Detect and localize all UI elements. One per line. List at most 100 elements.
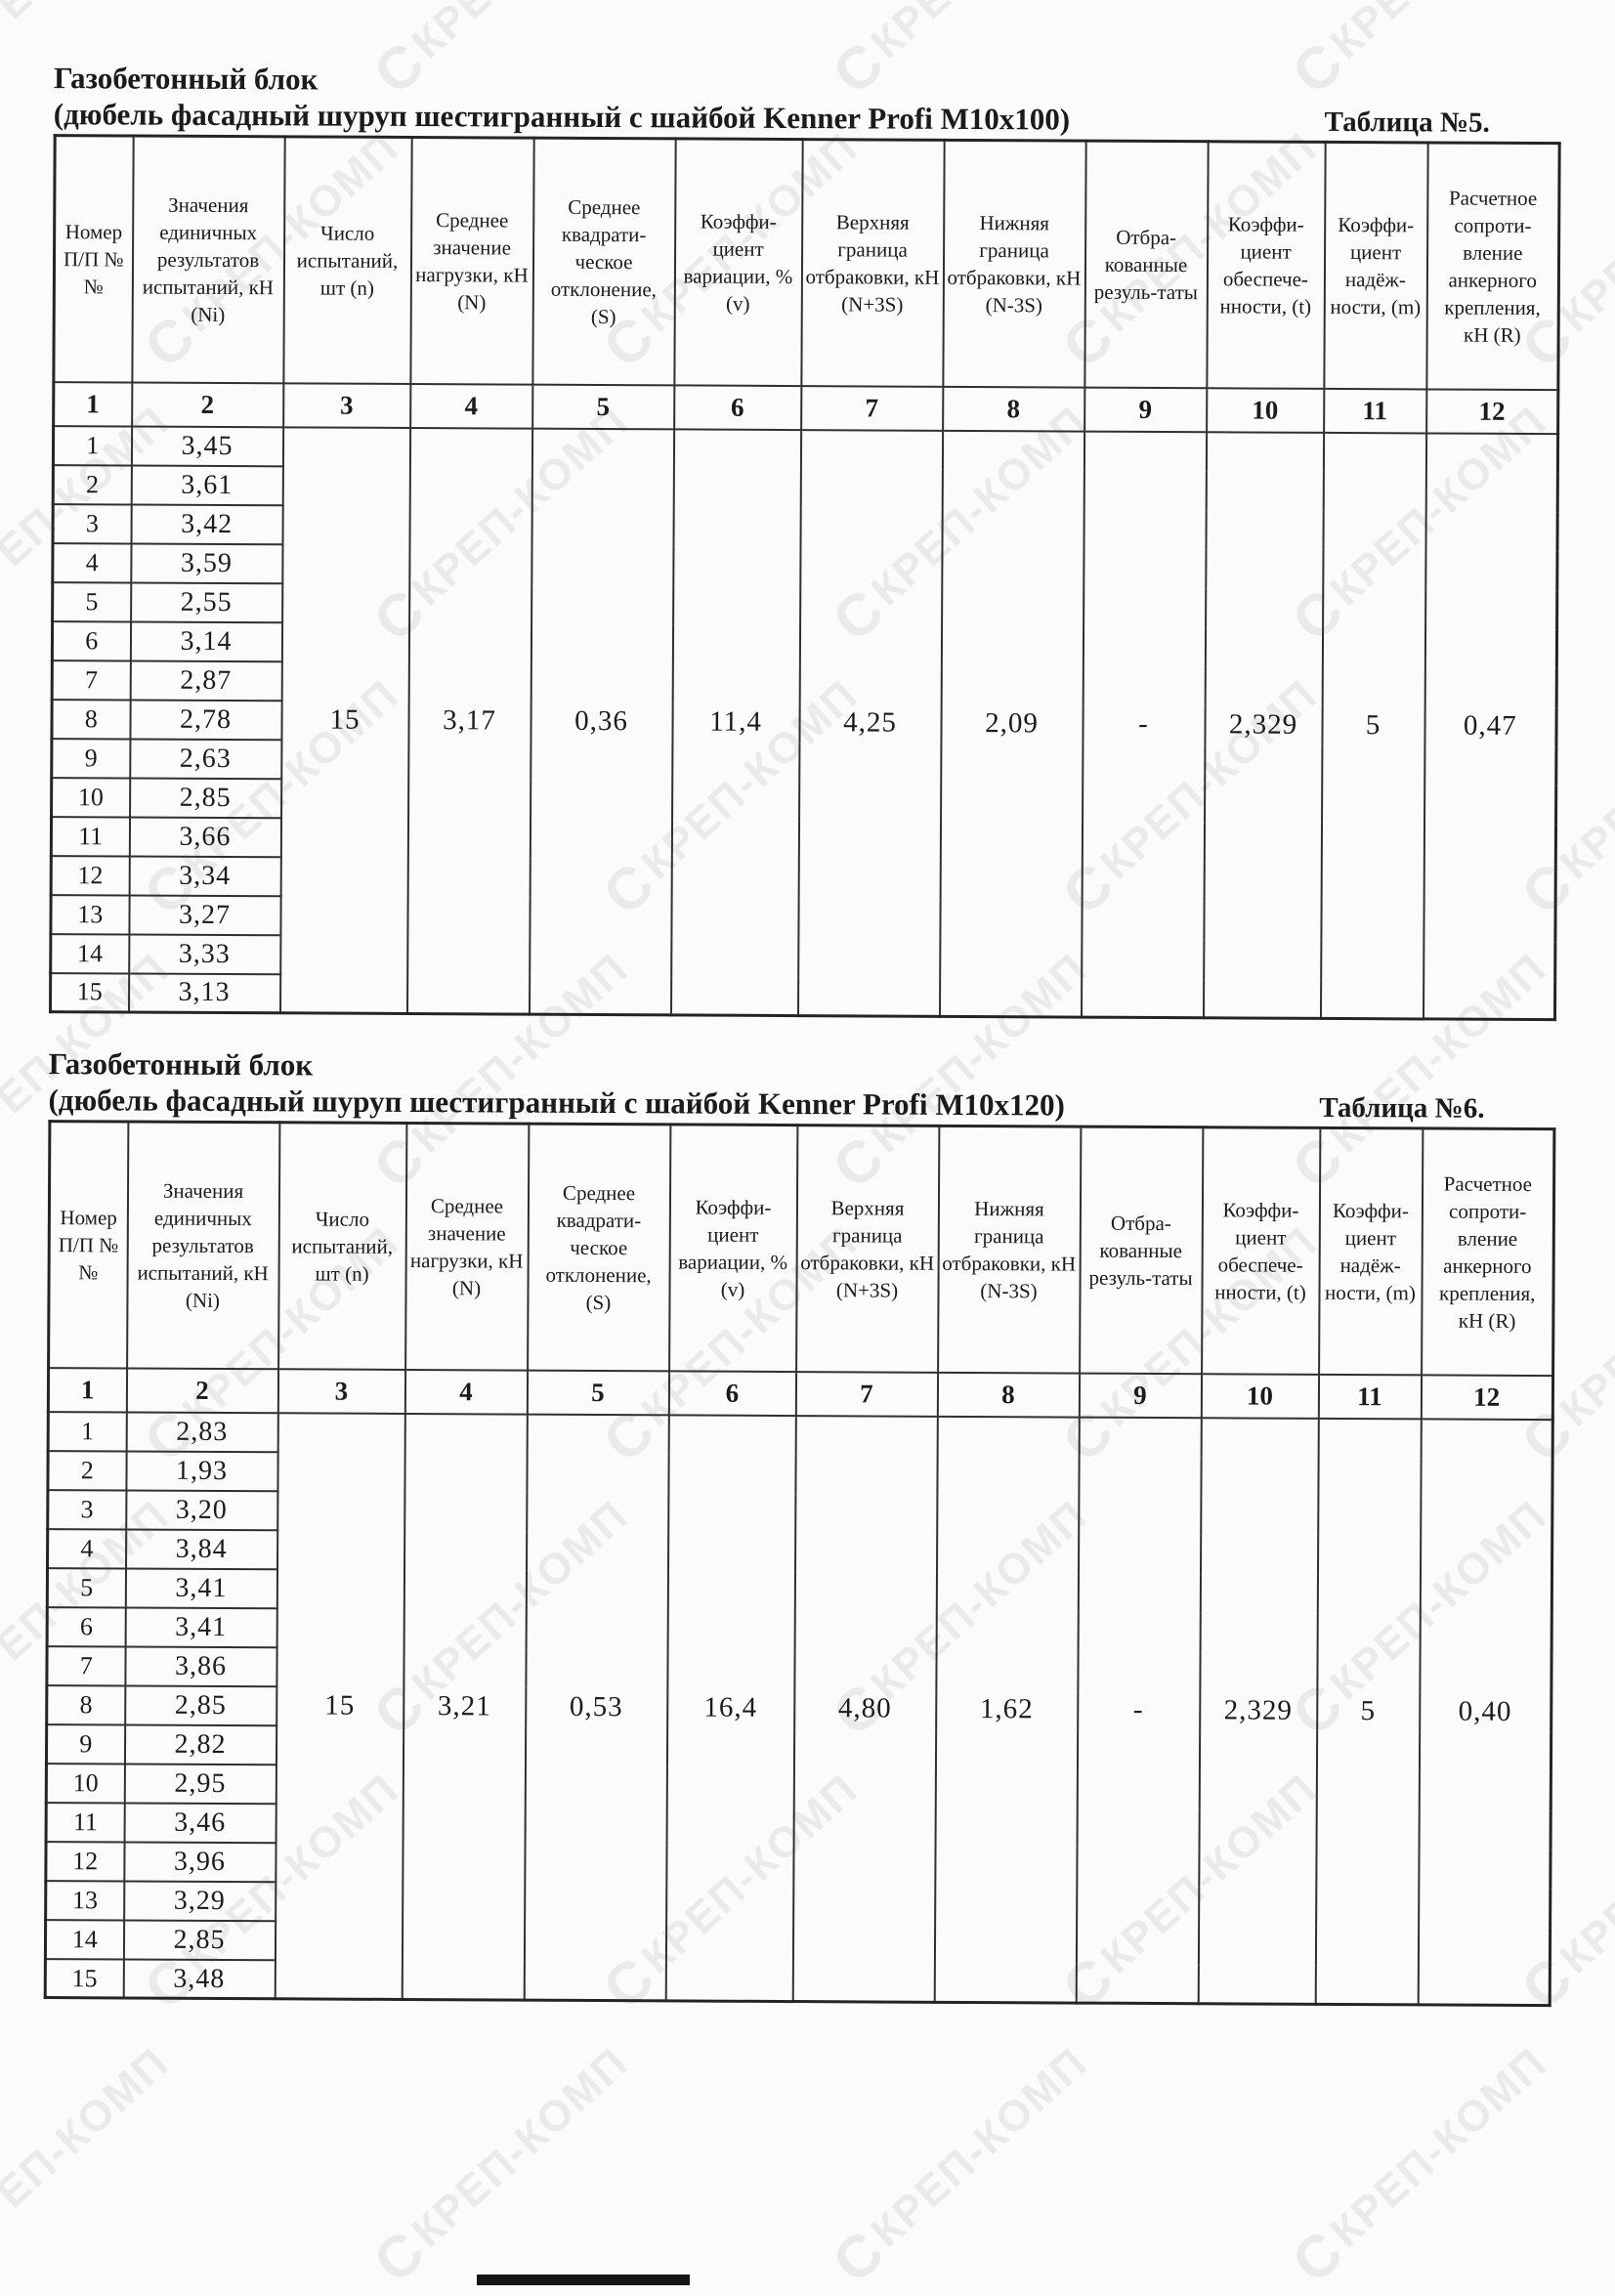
watermark-text: СКРЕП-КОМП (361, 2031, 644, 2296)
column-index: 5 (531, 384, 674, 430)
mean-load-cell: 3,17 (406, 427, 532, 1015)
column-index: 1 (53, 381, 132, 427)
column-index: 9 (1079, 1373, 1202, 1419)
row-number-cell: 12 (51, 855, 130, 896)
test-value-cell: 2,63 (129, 739, 281, 779)
test-value-cell: 2,85 (123, 1920, 276, 1961)
test-value-cell: 3,45 (131, 426, 283, 466)
row-number-cell: 1 (53, 425, 132, 466)
upper-limit-cell: 4,25 (797, 429, 943, 1017)
test-value-cell: 3,46 (124, 1803, 276, 1844)
col-header-tests-count: Число испытаний, шт (n) (277, 1123, 406, 1370)
watermark-text: СКРЕП-КОМП (820, 2031, 1103, 2296)
test-value-cell: 2,87 (130, 660, 282, 701)
design-resistance-cell: 0,40 (1418, 1419, 1553, 2006)
col-header-tests-count: Число испытаний, шт (n) (282, 136, 412, 384)
row-number-cell: 4 (52, 542, 132, 583)
watermark-label: КРЕП-КОМП (1321, 2038, 1556, 2257)
row-number-cell: 5 (52, 581, 131, 622)
rejected-results-cell: - (1076, 1417, 1202, 2005)
column-index: 3 (282, 382, 410, 428)
test-value-cell: 3,14 (130, 621, 282, 661)
test-value-cell: 3,41 (125, 1607, 277, 1648)
test-value-cell: 3,86 (124, 1646, 277, 1687)
row-number-cell: 9 (51, 738, 130, 779)
row-number-cell: 14 (45, 1919, 124, 1960)
test-value-cell: 3,20 (125, 1490, 277, 1531)
safety-coeff-cell: 5 (1315, 1418, 1422, 2006)
column-index: 11 (1323, 388, 1426, 434)
column-index: 7 (795, 1371, 938, 1417)
row-number-cell: 5 (47, 1567, 126, 1608)
row-number-cell: 13 (50, 894, 130, 935)
col-header-variation-coeff: Коэффи-циент вариации, % (v) (668, 1125, 797, 1372)
test-value-cell: 3,41 (125, 1568, 277, 1609)
test-value-cell: 3,13 (128, 973, 280, 1013)
test-value-cell: 3,27 (128, 895, 281, 935)
column-index: 12 (1425, 389, 1558, 434)
lower-limit-cell: 2,09 (939, 430, 1084, 1018)
std-deviation-cell: 0,36 (529, 428, 674, 1016)
column-number-row: 1 2 3 4 5 6 7 8 9 10 11 12 (53, 381, 1558, 434)
test-value-cell: 3,48 (123, 1959, 276, 2000)
table-header-row: Номер П/П №№ Значения единичных результа… (53, 135, 1560, 390)
row-number-cell: 7 (46, 1645, 126, 1686)
subtitle-row: (дюбель фасадный шуруп шестигранный с ша… (48, 1083, 1552, 1127)
column-index: 9 (1084, 387, 1207, 432)
subtitle-row: (дюбель фасадный шуруп шестигранный с ша… (54, 97, 1558, 141)
row-number-cell: 7 (52, 659, 131, 701)
test-value-cell: 3,42 (131, 504, 283, 544)
col-header-lower-limit: Нижняя граница отбраковки, кН (N-3S) (937, 1126, 1081, 1374)
test-value-cell: 3,29 (123, 1881, 276, 1922)
col-header-std-deviation: Среднее квадрати-ческое отклонение, (S) (527, 1124, 670, 1372)
col-header-std-deviation: Среднее квадрати-ческое отклонение, (S) (531, 138, 676, 386)
col-header-rejected: Отбра-кованные резуль-таты (1084, 141, 1209, 388)
col-header-number: Номер П/П №№ (53, 135, 134, 383)
test-value-cell: 1,93 (125, 1451, 278, 1492)
std-deviation-cell: 0,53 (524, 1414, 669, 2002)
col-header-assurance-coeff: Коэффи-циент обеспече-нности, (t) (1201, 1127, 1320, 1375)
table-number-label: Таблица №6. (1319, 1092, 1485, 1126)
test-value-cell: 3,96 (123, 1842, 276, 1883)
watermark-label: КРЕП-КОМП (0, 2038, 179, 2257)
column-index: 3 (277, 1369, 405, 1414)
row-number-cell: 3 (53, 503, 132, 544)
row-number-cell: 15 (45, 1958, 124, 1999)
col-header-rejected: Отбра-кованные резуль-таты (1079, 1127, 1203, 1375)
row-number-cell: 9 (46, 1723, 125, 1765)
row-number-cell: 4 (47, 1528, 126, 1569)
column-index: 4 (409, 383, 532, 429)
row-number-cell: 6 (52, 620, 131, 661)
row-number-cell: 8 (46, 1684, 125, 1725)
test-value-cell: 3,33 (128, 934, 280, 974)
row-number-cell: 2 (53, 464, 132, 505)
design-resistance-cell: 0,47 (1423, 433, 1558, 1020)
assurance-coeff-cell: 2,329 (1198, 1418, 1319, 2005)
row-number-cell: 12 (45, 1841, 125, 1882)
watermark-text: СКРЕП-КОМП (0, 2031, 185, 2296)
rejected-results-cell: - (1081, 431, 1207, 1018)
table-header-row: Номер П/П №№ Значения единичных результа… (48, 1121, 1554, 1376)
col-header-design-resistance: Расчетное сопроти-вление анкерного крепл… (1421, 1128, 1554, 1376)
column-index: 2 (131, 382, 283, 427)
column-index: 1 (48, 1367, 127, 1413)
row-number-cell: 6 (47, 1606, 126, 1647)
row-number-cell: 11 (46, 1802, 125, 1843)
watermark-logo-icon: С (1279, 2217, 1357, 2296)
col-header-upper-limit: Верхняя граница отбраковки, кН (N+3S) (795, 1125, 939, 1373)
row-number-cell: 10 (51, 777, 130, 818)
column-number-row: 1 2 3 4 5 6 7 8 9 10 11 12 (48, 1367, 1553, 1420)
test-value-cell: 2,85 (129, 778, 281, 818)
tests-count-cell: 15 (275, 1413, 405, 2000)
col-header-variation-coeff: Коэффи-циент вариации, % (v) (673, 139, 803, 386)
test-value-cell: 3,61 (131, 465, 283, 505)
row-number-cell: 13 (45, 1880, 124, 1921)
col-header-mean-load: Среднее значение нагрузки, кН (N) (409, 137, 534, 385)
test-value-cell: 2,85 (124, 1685, 276, 1726)
test-value-cell: 3,84 (125, 1529, 277, 1570)
column-index: 12 (1421, 1375, 1553, 1420)
section-table-5: Газобетонный блок (дюбель фасадный шуруп… (48, 61, 1561, 1022)
variation-coeff-cell: 11,4 (670, 429, 801, 1016)
section-table-6: Газобетонный блок (дюбель фасадный шуруп… (43, 1046, 1556, 2008)
row-number-cell: 15 (50, 972, 129, 1013)
